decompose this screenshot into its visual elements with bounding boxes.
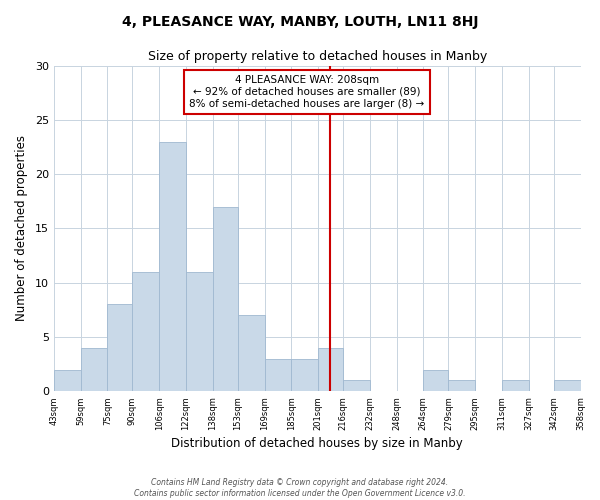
Bar [318,348,343,392]
Bar [54,370,80,392]
Bar [265,358,292,392]
Title: Size of property relative to detached houses in Manby: Size of property relative to detached ho… [148,50,487,63]
Bar [159,142,186,392]
Text: 4 PLEASANCE WAY: 208sqm
← 92% of detached houses are smaller (89)
8% of semi-det: 4 PLEASANCE WAY: 208sqm ← 92% of detache… [189,76,424,108]
X-axis label: Distribution of detached houses by size in Manby: Distribution of detached houses by size … [172,437,463,450]
Text: Contains HM Land Registry data © Crown copyright and database right 2024.
Contai: Contains HM Land Registry data © Crown c… [134,478,466,498]
Bar [424,370,448,392]
Bar [213,206,238,392]
Bar [292,358,318,392]
Bar [107,304,133,392]
Bar [238,316,265,392]
Bar [80,348,107,392]
Bar [554,380,581,392]
Bar [343,380,370,392]
Text: 4, PLEASANCE WAY, MANBY, LOUTH, LN11 8HJ: 4, PLEASANCE WAY, MANBY, LOUTH, LN11 8HJ [122,15,478,29]
Bar [448,380,475,392]
Bar [502,380,529,392]
Bar [186,272,213,392]
Y-axis label: Number of detached properties: Number of detached properties [15,136,28,322]
Bar [133,272,159,392]
